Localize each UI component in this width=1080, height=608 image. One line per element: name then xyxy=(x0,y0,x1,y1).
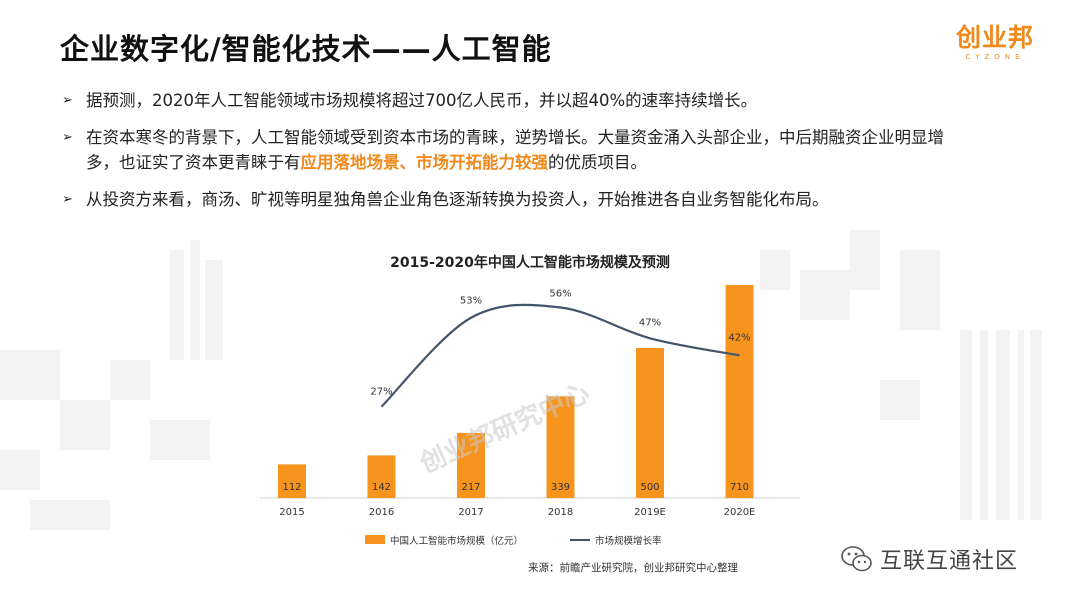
bar xyxy=(457,432,485,498)
x-tick-label: 2018 xyxy=(548,507,573,518)
brand-logo: 创业邦 CYZONE xyxy=(945,24,1045,68)
bullet-item: ➢ 据预测，2020年人工智能领域市场规模将超过700亿人民币，并以超40%的速… xyxy=(62,88,962,113)
bar xyxy=(725,285,754,498)
arrow-bullet-icon: ➢ xyxy=(62,130,73,145)
bullet-text-after: 的优质项目。 xyxy=(548,153,647,172)
market-size-chart: 2015-2020年中国人工智能市场规模及预测 112 2015 142 2016 217… xyxy=(260,254,800,547)
bar-value-label: 217 xyxy=(461,482,480,493)
x-tick-label: 2017 xyxy=(458,507,483,518)
logo-mark: 创业邦 xyxy=(955,23,1034,52)
bullet-highlight: 应用落地场景、市场开拓能力较强 xyxy=(300,153,549,172)
bullet-text-before: 在资本寒冬的背景下，人工智能领域受到资本市场的青睐，逆势增长。大量资金涌入头部企… xyxy=(86,128,944,172)
growth-rate-label: 42% xyxy=(728,332,750,343)
legend-label-line: 市场规模增长率 xyxy=(595,535,662,547)
bar xyxy=(367,455,396,498)
growth-rate-label: 27% xyxy=(370,387,392,398)
bullet-item: ➢ 在资本寒冬的背景下，人工智能领域受到资本市场的青睐，逆势增长。大量资金涌入头… xyxy=(62,125,962,175)
arrow-bullet-icon: ➢ xyxy=(62,93,73,108)
bar-value-label: 500 xyxy=(640,482,659,493)
x-tick-label: 2019E xyxy=(634,507,666,518)
bullet-text: 从投资方来看，商汤、旷视等明星独角兽企业角色逐渐转换为投资人，开始推进各自业务智… xyxy=(86,190,829,209)
corner-watermark: 互联互通社区 xyxy=(840,543,1018,575)
chart-title: 2015-2020年中国人工智能市场规模及预测 xyxy=(390,254,670,271)
page-title: 企业数字化/智能化技术——人工智能 xyxy=(60,32,552,66)
x-tick-label: 2015 xyxy=(279,507,304,518)
growth-rate-label: 47% xyxy=(639,317,661,328)
bar xyxy=(546,396,575,498)
bullet-list: ➢ 据预测，2020年人工智能领域市场规模将超过700亿人民币，并以超40%的速… xyxy=(62,88,962,224)
bar-value-label: 710 xyxy=(730,482,749,493)
bar-value-label: 112 xyxy=(282,482,301,493)
source-note: 来源：前瞻产业研究院，创业邦研究中心整理 xyxy=(528,562,738,574)
bar xyxy=(636,348,664,498)
x-tick-label: 2020E xyxy=(724,507,756,518)
legend-label-bar: 中国人工智能市场规模（亿元） xyxy=(390,535,523,547)
wechat-icon xyxy=(841,546,872,572)
bar xyxy=(278,464,306,498)
growth-rate-line xyxy=(380,303,740,408)
bullet-text: 据预测，2020年人工智能领域市场规模将超过700亿人民币，并以超40%的速率持… xyxy=(86,91,758,110)
growth-rate-label: 53% xyxy=(460,296,482,307)
bar-value-label: 142 xyxy=(372,482,391,493)
growth-rate-label: 56% xyxy=(549,288,571,299)
x-tick-label: 2016 xyxy=(369,507,394,518)
arrow-bullet-icon: ➢ xyxy=(62,192,73,207)
bullet-item: ➢ 从投资方来看，商汤、旷视等明星独角兽企业角色逐渐转换为投资人，开始推进各自业… xyxy=(62,187,962,212)
logo-subtitle: CYZONE xyxy=(965,53,1025,61)
bar-value-label: 339 xyxy=(551,482,570,493)
bullet-text: 在资本寒冬的背景下，人工智能领域受到资本市场的青睐，逆势增长。大量资金涌入头部企… xyxy=(86,125,962,175)
legend-swatch-bar xyxy=(365,535,385,544)
watermark-text: 互联互通社区 xyxy=(880,549,1019,574)
